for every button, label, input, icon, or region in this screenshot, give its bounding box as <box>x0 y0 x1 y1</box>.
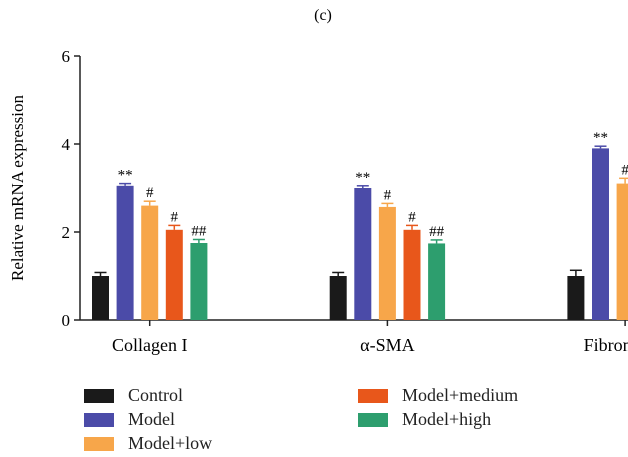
significance-label: # <box>384 187 392 203</box>
y-tick-label: 6 <box>62 47 71 66</box>
x-tick-label: Collagen I <box>112 335 187 355</box>
significance-label: # <box>171 209 179 225</box>
legend-label-control: Control <box>128 385 184 405</box>
bar <box>378 206 396 320</box>
significance-label: # <box>146 185 154 201</box>
panel-label: (c) <box>314 7 332 24</box>
legend-item-model: Model <box>84 409 175 430</box>
bar <box>329 276 347 320</box>
y-tick-label: 4 <box>62 135 71 154</box>
legend-label-model-medium: Model+medium <box>402 385 519 405</box>
bar <box>190 243 208 320</box>
legend-swatch-control <box>84 388 114 403</box>
legend-item-model-medium: Model+medium <box>358 385 518 406</box>
legend-label-model: Model <box>128 409 175 429</box>
legend-item-model-high: Model+high <box>358 409 491 430</box>
y-axis-label: Relative mRNA expression <box>8 94 27 281</box>
significance-label: # <box>621 162 628 178</box>
legend-swatch-model-low <box>84 436 114 451</box>
legend-label-model-high: Model+high <box>402 409 492 429</box>
x-tick-label: Fibronectin <box>584 335 628 355</box>
bar <box>592 148 609 320</box>
bar <box>616 183 628 320</box>
bar <box>403 229 421 320</box>
bar <box>116 185 134 320</box>
bar <box>428 243 446 320</box>
legend-label-model-low: Model+low <box>128 433 213 453</box>
legend-swatch-model <box>84 412 114 427</box>
significance-label: ## <box>429 224 445 240</box>
significance-label: # <box>408 209 416 225</box>
bar <box>567 276 585 320</box>
bar <box>141 205 159 320</box>
significance-label: ** <box>593 130 608 146</box>
bar <box>92 276 109 320</box>
significance-label: ** <box>118 168 133 184</box>
y-tick-label: 2 <box>62 223 71 242</box>
significance-label: ** <box>355 170 370 186</box>
significance-label: ## <box>191 223 207 239</box>
legend-swatch-model-medium <box>358 388 388 403</box>
bar-chart: (c) Relative mRNA expression 0 2 4 6 Collage… <box>8 7 628 355</box>
bar <box>354 188 372 320</box>
legend-item-model-low: Model+low <box>84 433 212 454</box>
y-tick-label: 0 <box>62 311 71 330</box>
x-tick-label: α-SMA <box>360 335 414 355</box>
bars-group <box>92 145 628 320</box>
bar <box>165 229 183 320</box>
legend-swatch-model-high <box>358 412 388 427</box>
legend-item-control: Control <box>84 385 183 406</box>
